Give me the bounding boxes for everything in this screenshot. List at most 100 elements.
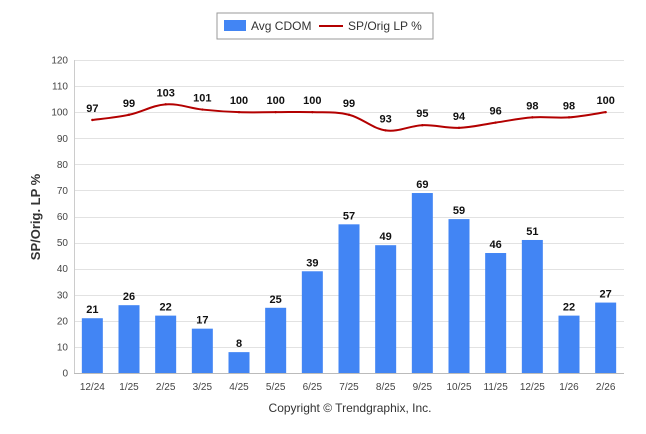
- line-value-label: 95: [416, 108, 428, 120]
- bar-avg-cdom: [595, 302, 617, 373]
- bar-value-label: 27: [600, 289, 612, 301]
- y-axis: 0 10 20 30 40 50 60 70 80 90 100 110 120: [51, 56, 75, 380]
- legend-label-avg-cdom: Avg CDOM: [251, 19, 311, 33]
- y-tick-label: 100: [51, 108, 68, 119]
- line-point: [311, 110, 314, 114]
- bar-avg-cdom: [448, 219, 470, 373]
- bar-value-label: 26: [123, 291, 135, 303]
- bar-avg-cdom: [191, 328, 213, 373]
- line-point: [567, 116, 571, 119]
- line-point: [237, 110, 241, 114]
- line-value-label: 94: [453, 111, 466, 123]
- bar-avg-cdom: [155, 315, 177, 373]
- bar-avg-cdom: [521, 239, 543, 373]
- line-value-label: 99: [343, 98, 355, 110]
- line-series-sp-orig-lp: 97 99 103 101 100 100 100 99 93 95 94 96 98 98 100: [86, 87, 615, 132]
- line-value-label: 96: [490, 106, 502, 118]
- line-point: [91, 118, 94, 122]
- y-tick-label: 70: [57, 186, 69, 197]
- x-tick-label: 2/26: [596, 382, 616, 393]
- bar-series-avg-cdom: 21 26 22 17 8 25 39 57 49 69 59 46 51 22 27: [81, 179, 617, 373]
- y-tick-label: 0: [62, 369, 68, 380]
- bar-value-label: 51: [526, 226, 538, 238]
- line-value-label: 99: [123, 98, 135, 110]
- y-tick-label: 80: [57, 160, 69, 171]
- line-value-label: 100: [596, 95, 614, 107]
- bar-avg-cdom: [485, 253, 507, 373]
- bar-avg-cdom: [558, 315, 580, 373]
- x-tick-label: 10/25: [446, 382, 471, 393]
- bar-value-label: 8: [236, 338, 242, 350]
- bar-value-label: 49: [380, 231, 392, 243]
- bar-value-label: 21: [86, 304, 98, 316]
- line-point: [274, 110, 277, 114]
- x-tick-label: 2/25: [156, 382, 176, 393]
- bar-value-label: 69: [416, 179, 428, 191]
- x-tick-label: 9/25: [413, 382, 433, 393]
- line-value-label: 103: [156, 87, 174, 99]
- line-value-label: 97: [86, 103, 98, 115]
- y-tick-label: 10: [57, 342, 69, 353]
- line-value-label: 100: [230, 95, 248, 107]
- y-tick-label: 120: [51, 56, 68, 67]
- line-point: [347, 113, 351, 116]
- bar-value-label: 59: [453, 205, 465, 217]
- line-value-label: 98: [526, 100, 538, 112]
- y-tick-label: 110: [52, 82, 68, 93]
- y-tick-label: 50: [57, 238, 69, 249]
- bar-avg-cdom: [228, 352, 250, 373]
- line-point: [604, 110, 607, 114]
- x-tick-label: 8/25: [376, 382, 396, 393]
- line-point: [421, 124, 424, 127]
- line-value-label: 93: [380, 113, 392, 125]
- x-tick-label: 6/25: [303, 382, 323, 393]
- y-tick-label: 40: [57, 264, 69, 275]
- bar-value-label: 46: [490, 239, 502, 251]
- x-tick-label: 7/25: [339, 382, 359, 393]
- bar-avg-cdom: [118, 305, 140, 373]
- line-point: [494, 121, 497, 124]
- bar-avg-cdom: [81, 318, 103, 373]
- line-value-label: 100: [303, 95, 321, 107]
- legend-swatch-avg-cdom: [224, 20, 246, 31]
- y-tick-label: 30: [57, 290, 69, 301]
- x-tick-label: 3/25: [193, 382, 213, 393]
- x-tick-label: 11/25: [484, 382, 509, 393]
- x-tick-label: 4/25: [229, 382, 249, 393]
- y-tick-label: 20: [57, 316, 69, 327]
- bar-value-label: 22: [160, 302, 172, 314]
- x-tick-label: 12/25: [520, 382, 545, 393]
- bar-value-label: 39: [306, 257, 318, 269]
- x-axis: 12/24 1/25 2/25 3/25 4/25 5/25 6/25 7/25 8/25 9/2…: [74, 373, 624, 393]
- legend: Avg CDOM SP/Orig LP %: [216, 12, 434, 40]
- line-value-label: 101: [193, 93, 211, 105]
- y-axis-title: SP/Orig. LP %: [28, 173, 43, 260]
- line-point: [531, 116, 534, 119]
- bar-avg-cdom: [411, 193, 433, 373]
- bar-avg-cdom: [375, 245, 397, 373]
- x-tick-label: 5/25: [266, 382, 286, 393]
- line-value-label: 98: [563, 100, 575, 112]
- x-tick-label: 12/24: [80, 382, 105, 393]
- y-tick-label: 60: [57, 212, 69, 223]
- line-point: [457, 126, 461, 130]
- line-point: [127, 113, 131, 116]
- line-point: [201, 108, 204, 111]
- bar-avg-cdom: [338, 224, 360, 373]
- line-point: [384, 129, 387, 132]
- bar-value-label: 25: [270, 294, 282, 306]
- line-value-label: 100: [266, 95, 284, 107]
- y-tick-label: 90: [57, 134, 69, 145]
- copyright-text: Copyright © Trendgraphix, Inc.: [269, 401, 432, 415]
- x-tick-label: 1/26: [559, 382, 579, 393]
- bar-value-label: 17: [196, 315, 208, 327]
- bar-value-label: 57: [343, 210, 355, 222]
- bar-avg-cdom: [265, 307, 287, 373]
- line-point: [164, 103, 167, 106]
- x-tick-label: 1/25: [119, 382, 139, 393]
- bar-value-label: 22: [563, 302, 575, 314]
- bar-avg-cdom: [301, 271, 323, 373]
- legend-label-sp-orig-lp: SP/Orig LP %: [348, 19, 422, 33]
